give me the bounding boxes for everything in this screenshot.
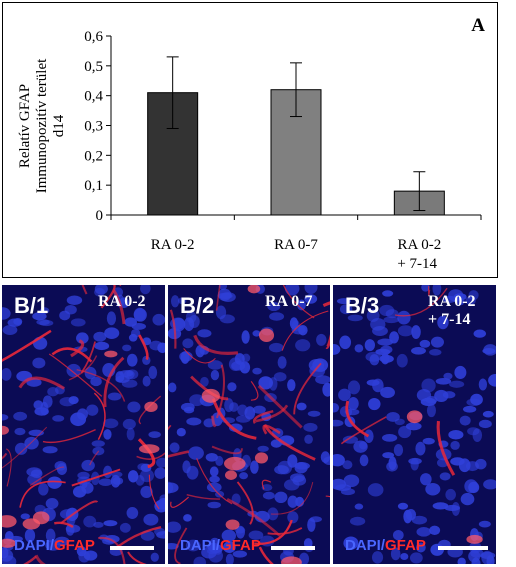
micrograph-b1-label: B/1 <box>14 293 49 318</box>
stain-gfap-label: GFAP <box>385 537 426 554</box>
y-tick-label: 0,3 <box>84 119 103 135</box>
stain-dapi-label: DAPI <box>345 537 381 554</box>
y-axis-label: Immunopozitív terület <box>34 58 50 193</box>
y-tick-label: 0,2 <box>84 148 103 164</box>
scale-bar <box>438 546 488 550</box>
micrograph-b1-condition: RA 0-2 <box>98 293 146 310</box>
x-tick-label: RA 0-2 <box>397 237 441 253</box>
y-tick-label: 0,1 <box>84 178 103 194</box>
bar-chart-svg: 0 0,1 0,2 0,3 0,4 0,5 0,6 RA 0-2 RA 0-7 RA 0-2 + 7… <box>17 29 482 272</box>
micrograph-b2-condition: RA 0-7 <box>265 293 313 310</box>
y-tick-label: 0 <box>96 208 104 224</box>
micrograph-b3: B/3 RA 0-2 + 7-14 DAPI/GFAP <box>333 285 496 564</box>
scale-bar <box>110 546 154 550</box>
micrograph-b3-image <box>333 285 496 564</box>
x-tick-label: + 7-14 <box>397 256 437 272</box>
micrograph-b3-label: B/3 <box>345 293 380 318</box>
micrograph-b1-stain-legend: DAPI/GFAP <box>14 537 95 554</box>
y-tick-label: 0,6 <box>84 29 103 45</box>
stain-dapi-label: DAPI <box>14 537 50 554</box>
panel-letter-a: A <box>471 15 485 36</box>
panel-a-chart: 0 0,1 0,2 0,3 0,4 0,5 0,6 RA 0-2 RA 0-7 RA 0-2 + 7… <box>2 2 498 278</box>
stain-gfap-label: GFAP <box>220 537 261 554</box>
stain-separator: / <box>215 537 221 554</box>
y-axis-label: d14 <box>51 114 67 137</box>
stain-separator: / <box>49 537 55 554</box>
x-tick-label: RA 0-7 <box>274 237 318 253</box>
y-axis-label: Relatív GFAP <box>17 84 33 168</box>
stain-dapi-label: DAPI <box>180 537 216 554</box>
y-tick-label: 0,4 <box>84 89 103 105</box>
scale-bar <box>271 546 315 550</box>
x-tick-label: RA 0-2 <box>151 237 195 253</box>
micrograph-b2: B/2 RA 0-7 DAPI/GFAP <box>168 285 330 564</box>
micrograph-b2-image <box>168 285 330 564</box>
micrograph-b3-stain-legend: DAPI/GFAP <box>345 537 426 554</box>
y-tick-label: 0,5 <box>84 59 103 75</box>
micrograph-b2-stain-legend: DAPI/GFAP <box>180 537 261 554</box>
micrograph-b3-condition: RA 0-2 + 7-14 <box>428 293 476 328</box>
stain-separator: / <box>380 537 386 554</box>
stain-gfap-label: GFAP <box>54 537 95 554</box>
micrograph-b2-label: B/2 <box>180 293 215 318</box>
micrograph-b1-image <box>2 285 165 564</box>
micrograph-b1: B/1 RA 0-2 DAPI/GFAP <box>2 285 165 564</box>
